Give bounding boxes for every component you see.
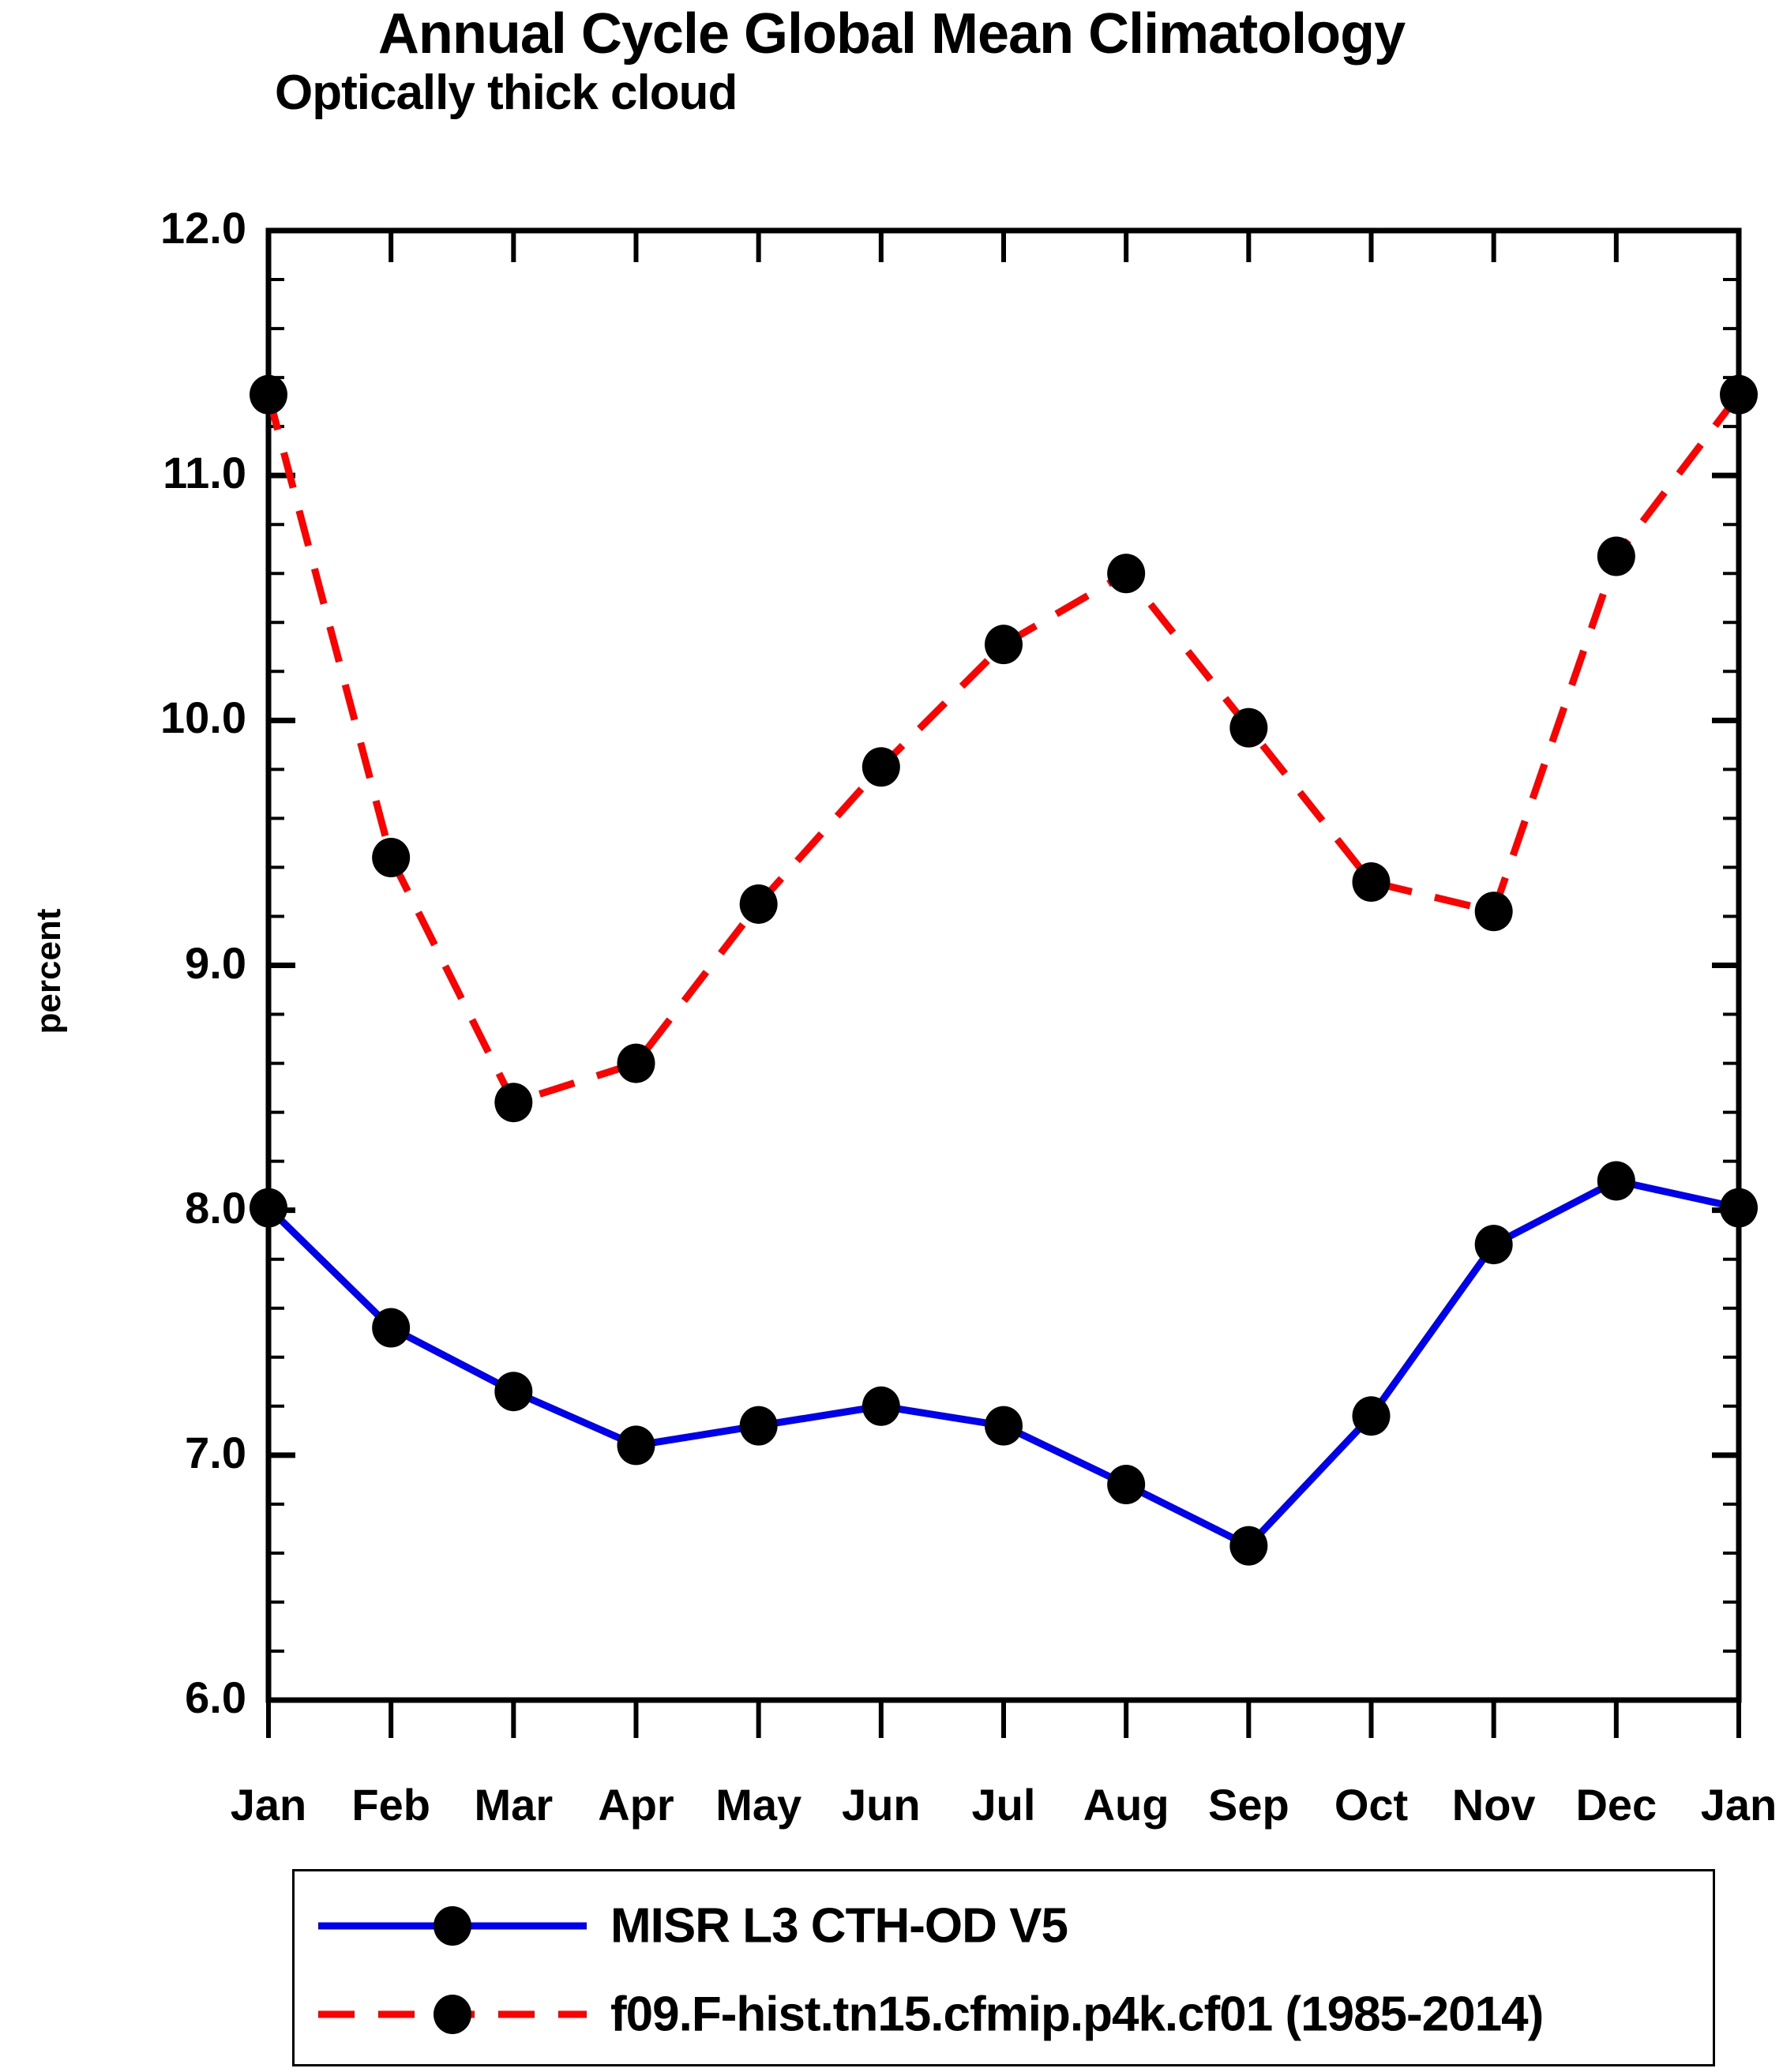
legend-item-0: MISR L3 CTH-OD V5: [295, 1882, 1713, 1969]
y-tick-label: 11.0: [163, 448, 246, 498]
y-tick-label: 10.0: [160, 693, 246, 743]
legend-line-sample: [318, 1991, 587, 2038]
x-tick-label-jun-5: Jun: [842, 1780, 921, 1830]
data-markers: [250, 374, 1758, 1566]
x-tick-label-jan-12: Jan: [1700, 1780, 1777, 1830]
x-tick-label-nov-10: Nov: [1451, 1780, 1536, 1830]
legend: MISR L3 CTH-OD V5 f09.F-hist.tn15.cfmip.p…: [292, 1869, 1715, 2066]
y-tick-label: 7.0: [185, 1427, 246, 1477]
x-tick-label-dec-11: Dec: [1575, 1780, 1657, 1830]
x-tick-label-oct-9: Oct: [1334, 1780, 1409, 1830]
y-tick-label: 12.0: [160, 203, 246, 253]
x-tick-label-may-4: May: [715, 1780, 802, 1830]
data-series: [265, 392, 1742, 1551]
tick-marks: [266, 227, 1741, 1738]
legend-item-1: f09.F-hist.tn15.cfmip.p4k.cf01 (1985-201…: [295, 1971, 1713, 2058]
x-tick-label-jan-0: Jan: [230, 1780, 307, 1830]
x-tick-label-mar-2: Mar: [474, 1780, 554, 1830]
axis-frame: [265, 227, 1742, 1703]
y-tick-label: 9.0: [185, 937, 246, 988]
x-tick-label-feb-1: Feb: [351, 1780, 430, 1830]
x-tick-label-apr-3: Apr: [598, 1780, 674, 1830]
y-tick-label: 6.0: [185, 1672, 246, 1722]
y-tick-label: 8.0: [185, 1182, 246, 1233]
page-title: Annual Cycle Global Mean Climatology: [377, 2, 1406, 66]
x-tick-label-sep-8: Sep: [1207, 1780, 1289, 1830]
legend-line-sample: [318, 1902, 587, 1950]
legend-label: MISR L3 CTH-OD V5: [610, 1898, 1068, 1954]
legend-label: f09.F-hist.tn15.cfmip.p4k.cf01 (1985-201…: [610, 1987, 1544, 2042]
chart-subtitle: Optically thick cloud: [275, 66, 738, 120]
x-tick-label-jul-6: Jul: [971, 1780, 1036, 1830]
x-tick-label-aug-7: Aug: [1083, 1780, 1169, 1830]
